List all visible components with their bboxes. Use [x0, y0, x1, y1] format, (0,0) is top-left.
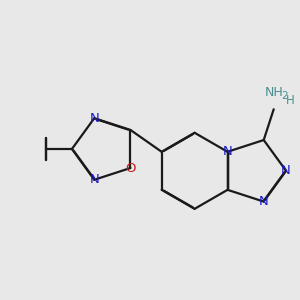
Text: O: O	[125, 161, 136, 175]
Text: N: N	[281, 164, 291, 177]
Text: NH: NH	[264, 86, 283, 99]
Text: N: N	[89, 173, 99, 186]
Text: 2: 2	[281, 92, 287, 101]
Text: H: H	[286, 94, 294, 107]
Text: N: N	[89, 112, 99, 125]
Text: N: N	[259, 195, 268, 208]
Text: N: N	[223, 145, 232, 158]
